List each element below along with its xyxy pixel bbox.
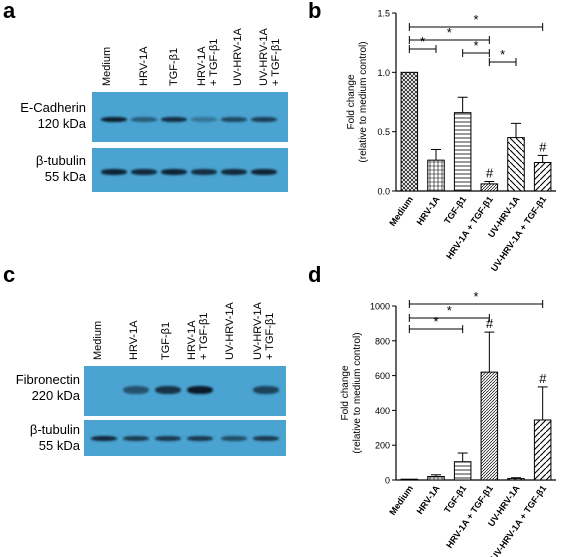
- blot-band: [191, 116, 217, 122]
- blot-band: [221, 116, 247, 122]
- blot-image-ecadherin: [92, 92, 288, 142]
- bar: [453, 112, 472, 192]
- significance-star: *: [500, 47, 505, 62]
- blot-row-label: E-Cadherin 120 kDa: [20, 100, 86, 131]
- significance-star: *: [473, 38, 478, 53]
- blot-band: [155, 386, 181, 394]
- y-tick-label: 1.5: [377, 9, 390, 19]
- significance-star: *: [473, 12, 478, 27]
- blot-band: [221, 435, 247, 441]
- blot-band: [253, 386, 279, 394]
- blot-band: [131, 169, 157, 175]
- bar: [480, 183, 499, 192]
- blot-image-tubulin: [84, 420, 286, 456]
- bar: [507, 137, 525, 192]
- y-tick-label: 1.0: [377, 68, 390, 78]
- hash-mark: #: [539, 139, 547, 154]
- blot-band: [161, 116, 187, 122]
- blot-row-label: β-tubulin 55 kDa: [29, 422, 80, 453]
- significance-star: *: [447, 25, 452, 40]
- hash-mark: #: [486, 166, 494, 181]
- blot-band: [91, 435, 117, 441]
- blot-band: [187, 386, 213, 394]
- y-axis-label: (relative to medium control): [358, 41, 369, 162]
- blot-band: [101, 169, 127, 175]
- y-axis-label: Fold change: [346, 74, 357, 129]
- blot-band: [253, 435, 279, 441]
- bar: [400, 71, 419, 192]
- blot-band: [155, 435, 181, 441]
- blot-band: [123, 435, 149, 441]
- category-label: TGF-β1: [442, 194, 468, 226]
- bar: [427, 159, 445, 192]
- bar: [533, 162, 552, 192]
- blot-band: [221, 169, 247, 175]
- blot-row-label: Fibronectin 220 kDa: [15, 372, 80, 403]
- category-label: Medium: [387, 194, 415, 228]
- blot-row-label: β-tubulin 55 kDa: [35, 153, 86, 184]
- blot-band: [251, 116, 277, 122]
- blot-band: [187, 435, 213, 441]
- blot-band: [161, 169, 187, 175]
- blot-band: [191, 169, 217, 175]
- blot-image-tubulin: [92, 148, 288, 192]
- blot-band: [101, 116, 127, 122]
- blot-band: [251, 169, 277, 175]
- blot-band: [131, 116, 157, 122]
- panel-letter-d: d: [308, 262, 322, 287]
- blot-image-fibronectin: [84, 366, 286, 416]
- panel-letter-b: b: [308, 0, 322, 23]
- significance-star: *: [420, 34, 425, 49]
- blot-band: [123, 386, 149, 394]
- panel-letter-c: c: [3, 262, 16, 287]
- panel-letter-a: a: [3, 0, 16, 23]
- y-tick-label: 0.5: [377, 127, 390, 137]
- category-label: HRV-1A: [415, 194, 442, 227]
- y-tick-label: 0.0: [377, 187, 390, 197]
- category-label: HRV-1A + TGF-β1: [444, 194, 495, 261]
